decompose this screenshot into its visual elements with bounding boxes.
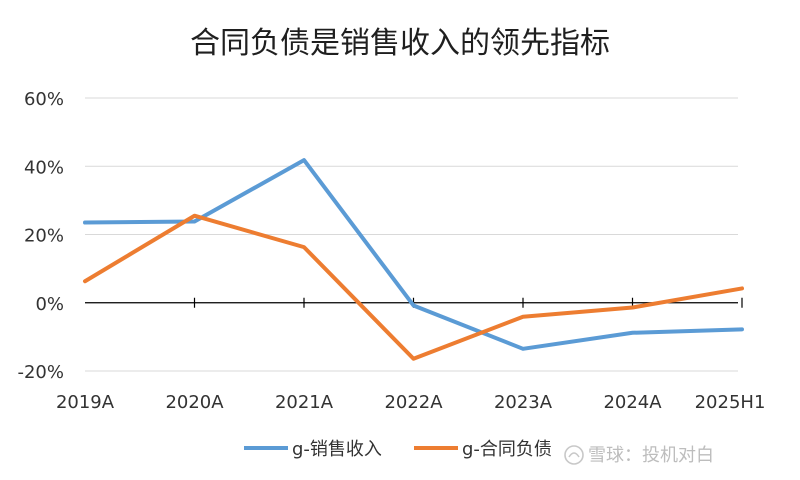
x-tick-label: 2022A [384, 392, 443, 413]
y-axis-ticks: 60% 40% 20% 0% -20% [17, 89, 64, 383]
y-tick-label: 40% [24, 157, 64, 178]
y-tick-label: -20% [17, 362, 64, 383]
legend-label-sales: g-销售收入 [292, 439, 382, 460]
series-line-contract-liabilities [83, 213, 744, 361]
x-tick-label: 2024A [603, 392, 662, 413]
x-tick-label: 2019A [56, 392, 115, 413]
y-tick-label: 0% [35, 294, 64, 315]
watermark-text: 雪球：投机对白 [588, 445, 714, 466]
snowball-logo-icon [564, 445, 584, 465]
x-axis-ticks: 2019A 2020A 2021A 2022A 2023A 2024A 2025… [56, 392, 765, 413]
x-tick-label: 2023A [494, 392, 553, 413]
watermark: 雪球：投机对白 [564, 445, 714, 466]
series-lines [83, 158, 744, 361]
x-tick-label: 2021A [275, 392, 334, 413]
y-tick-label: 20% [24, 226, 64, 247]
legend: g-销售收入 g-合同负债 [244, 439, 552, 460]
y-tick-label: 60% [24, 89, 64, 110]
x-tick-label: 2020A [165, 392, 224, 413]
legend-label-contract-liabilities: g-合同负债 [462, 439, 552, 460]
gridlines [85, 97, 738, 372]
series-line-sales [83, 158, 744, 351]
x-tick-label: 2025H1 [695, 392, 766, 413]
chart-title: 合同负债是销售收入的领先指标 [190, 26, 610, 61]
